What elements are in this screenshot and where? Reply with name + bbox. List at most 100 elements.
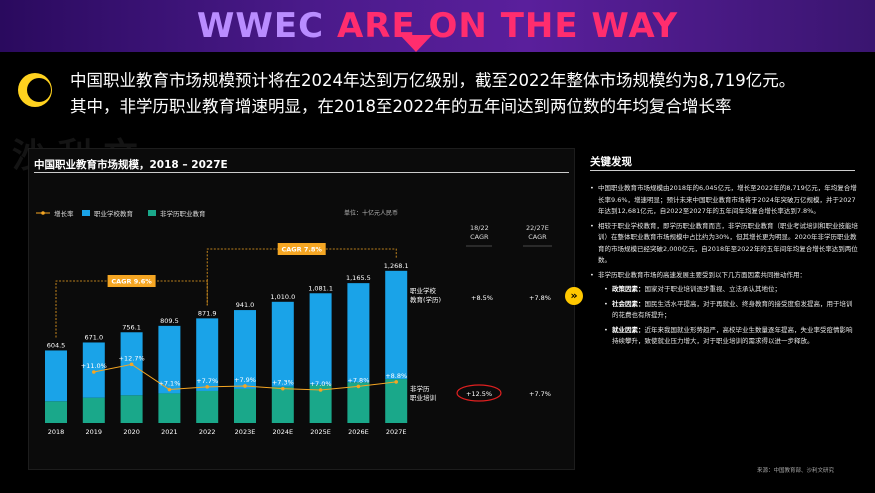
finding-sub-policy: 政策因素：国家对于职业培训逐步重视、立法承认其地位； xyxy=(590,284,858,296)
x-tick-label: 2026E xyxy=(348,428,369,436)
chart-panel xyxy=(28,148,575,470)
cagr-row-school-label: 职业学校 教育(学历) xyxy=(410,287,441,305)
bar-nondegree xyxy=(234,388,256,423)
cagr-row-school-label-line2: 教育(学历) xyxy=(410,296,442,304)
finding-1: 中国职业教育市场规模由2018年的6,045亿元，增长至2022年的8,719亿… xyxy=(590,183,858,218)
x-tick-label: 2018 xyxy=(48,428,65,436)
growth-label: +7.1% xyxy=(158,380,180,388)
bar-school xyxy=(347,283,370,383)
legend-label-nondegree: 非学历职业教育 xyxy=(160,210,206,218)
legend-line-icon xyxy=(36,211,50,215)
legend-label-growth: 增长率 xyxy=(54,210,74,218)
total-label: 756.1 xyxy=(122,323,141,331)
bar-nondegree xyxy=(347,382,370,423)
x-tick-label: 2022 xyxy=(199,428,216,436)
banner-triangle xyxy=(400,35,432,52)
x-tick-label: 2020 xyxy=(123,428,140,436)
growth-label: +7.8% xyxy=(347,376,369,384)
growth-point xyxy=(356,384,361,389)
unit-label: 单位：十亿元人民币 xyxy=(344,210,399,217)
growth-label: +7.7% xyxy=(196,377,218,385)
bar-nondegree xyxy=(309,384,332,423)
finding-sub-social: 社会因素：国民生活水平提高，对于再就业、终身教育的接受度愈发提高，用于培训的花费… xyxy=(590,299,858,322)
growth-point xyxy=(167,387,172,392)
growth-label: +7.0% xyxy=(310,380,332,388)
legend-label-school: 职业学校教育 xyxy=(94,210,133,218)
bar-school xyxy=(82,342,105,398)
bar-school xyxy=(385,270,408,380)
legend-growth: 增长率 xyxy=(36,208,74,218)
total-label: 1,165.5 xyxy=(346,274,371,282)
growth-label: +7.3% xyxy=(272,379,294,387)
bar-school xyxy=(271,301,294,387)
findings-divider xyxy=(590,170,855,171)
cagr-badge xyxy=(107,275,156,287)
growth-point xyxy=(318,388,323,392)
finding-sub-policy-key: 政策因素： xyxy=(612,285,645,293)
bar-nondegree xyxy=(82,397,105,423)
x-tick-label: 2025E xyxy=(310,428,331,436)
growth-label: +11.0% xyxy=(81,362,107,370)
bar-nondegree xyxy=(158,393,181,423)
bar-nondegree xyxy=(385,379,408,423)
cagr-header-18-22-period: 18/22 xyxy=(470,224,489,232)
cagr-school-22-27: +7.8% xyxy=(529,294,551,302)
cagr-header-22-27: 22/27E CAGR xyxy=(526,224,549,242)
x-tick-label: 2021 xyxy=(161,428,178,436)
total-label: 1,268.1 xyxy=(384,262,409,270)
banner-prefix: WWEC xyxy=(196,6,325,46)
growth-point xyxy=(129,362,134,367)
finding-sub-social-key: 社会因素： xyxy=(612,299,645,308)
findings-list: 中国职业教育市场规模由2018年的6,045亿元，增长至2022年的8,719亿… xyxy=(590,183,858,351)
chart-title-divider xyxy=(34,172,569,173)
x-tick-label: 2019 xyxy=(86,428,103,436)
growth-point xyxy=(243,384,247,388)
legend-school: 职业学校教育 xyxy=(82,208,133,218)
bar-school xyxy=(234,310,256,389)
banner-rest: ARE ON THE WAY xyxy=(324,6,679,46)
chevron-right-icon: » xyxy=(565,287,583,305)
cagr-header-18-22: 18/22 CAGR xyxy=(470,224,489,242)
cagr-badge-label: CAGR 9.6% xyxy=(111,278,152,286)
banner-title: WWEC ARE ON THE WAY xyxy=(0,6,875,46)
finding-sub-employment: 就业因素：近年来我国就业形势趋严，高校毕业生数量逐年提高，失业率受疫情影响持续攀… xyxy=(590,325,858,348)
finding-2: 相较于职业学校教育，即学历职业教育而言，非学历职业教育（职业考试培训和职业技能培… xyxy=(590,221,858,267)
finding-3: 非学历职业教育市场的高速发展主要受到以下几方面因素共同推动作用： xyxy=(590,270,858,282)
x-tick-label: 2027E xyxy=(386,428,407,436)
bar-school xyxy=(158,325,181,394)
finding-sub-policy-text: 国家对于职业培训逐步重视、立法承认其地位； xyxy=(644,285,782,293)
cagr-bracket xyxy=(55,280,208,338)
chart-title: 中国职业教育市场规模，2018 – 2027E xyxy=(34,159,228,171)
headline-line-2: 其中，非学历职业教育增速明显，在2018至2022年的五年间达到两位数的年均复合… xyxy=(70,97,732,116)
cagr-nondegree-18-22: +12.5% xyxy=(466,390,493,398)
bar-school xyxy=(196,318,219,391)
growth-point xyxy=(281,386,285,391)
cagr-header-22-27-label: CAGR xyxy=(528,233,547,241)
growth-label: +7.9% xyxy=(234,376,256,384)
total-label: 1,010.0 xyxy=(270,293,295,301)
bar-school xyxy=(309,293,332,385)
bar-nondegree xyxy=(271,386,294,423)
cagr-row-nondegree-label-line2: 职业培训 xyxy=(410,394,436,402)
total-label: 871.9 xyxy=(198,309,217,317)
x-tick-label: 2023E xyxy=(235,428,256,436)
cagr-row-nondegree-label-line1: 非学历 xyxy=(410,385,430,393)
x-tick-label: 2024E xyxy=(272,428,293,436)
moon-logo-icon xyxy=(18,73,52,107)
growth-point xyxy=(92,370,96,374)
total-label: 1,081.1 xyxy=(308,284,333,292)
cagr-badge xyxy=(277,243,326,255)
headline: 中国职业教育市场规模预计将在2024年达到万亿级别，截至2022年整体市场规模约… xyxy=(70,68,870,120)
cagr-nondegree-22-27: +7.7% xyxy=(529,390,551,398)
cagr-school-18-22: +8.5% xyxy=(471,294,493,302)
top-banner: WWEC ARE ON THE WAY xyxy=(0,0,875,52)
bar-nondegree xyxy=(45,401,67,423)
finding-sub-employment-text: 近年来我国就业形势趋严，高校毕业生数量逐年提高，失业率受疫情影响持续攀升，致使就… xyxy=(612,325,853,346)
total-label: 941.0 xyxy=(236,301,255,309)
cagr-row-school-label-line1: 职业学校 xyxy=(410,287,436,295)
growth-point xyxy=(205,385,209,389)
bar-nondegree xyxy=(120,395,143,423)
cagr-header-22-27-period: 22/27E xyxy=(526,224,549,232)
legend-swatch-school xyxy=(82,210,90,216)
